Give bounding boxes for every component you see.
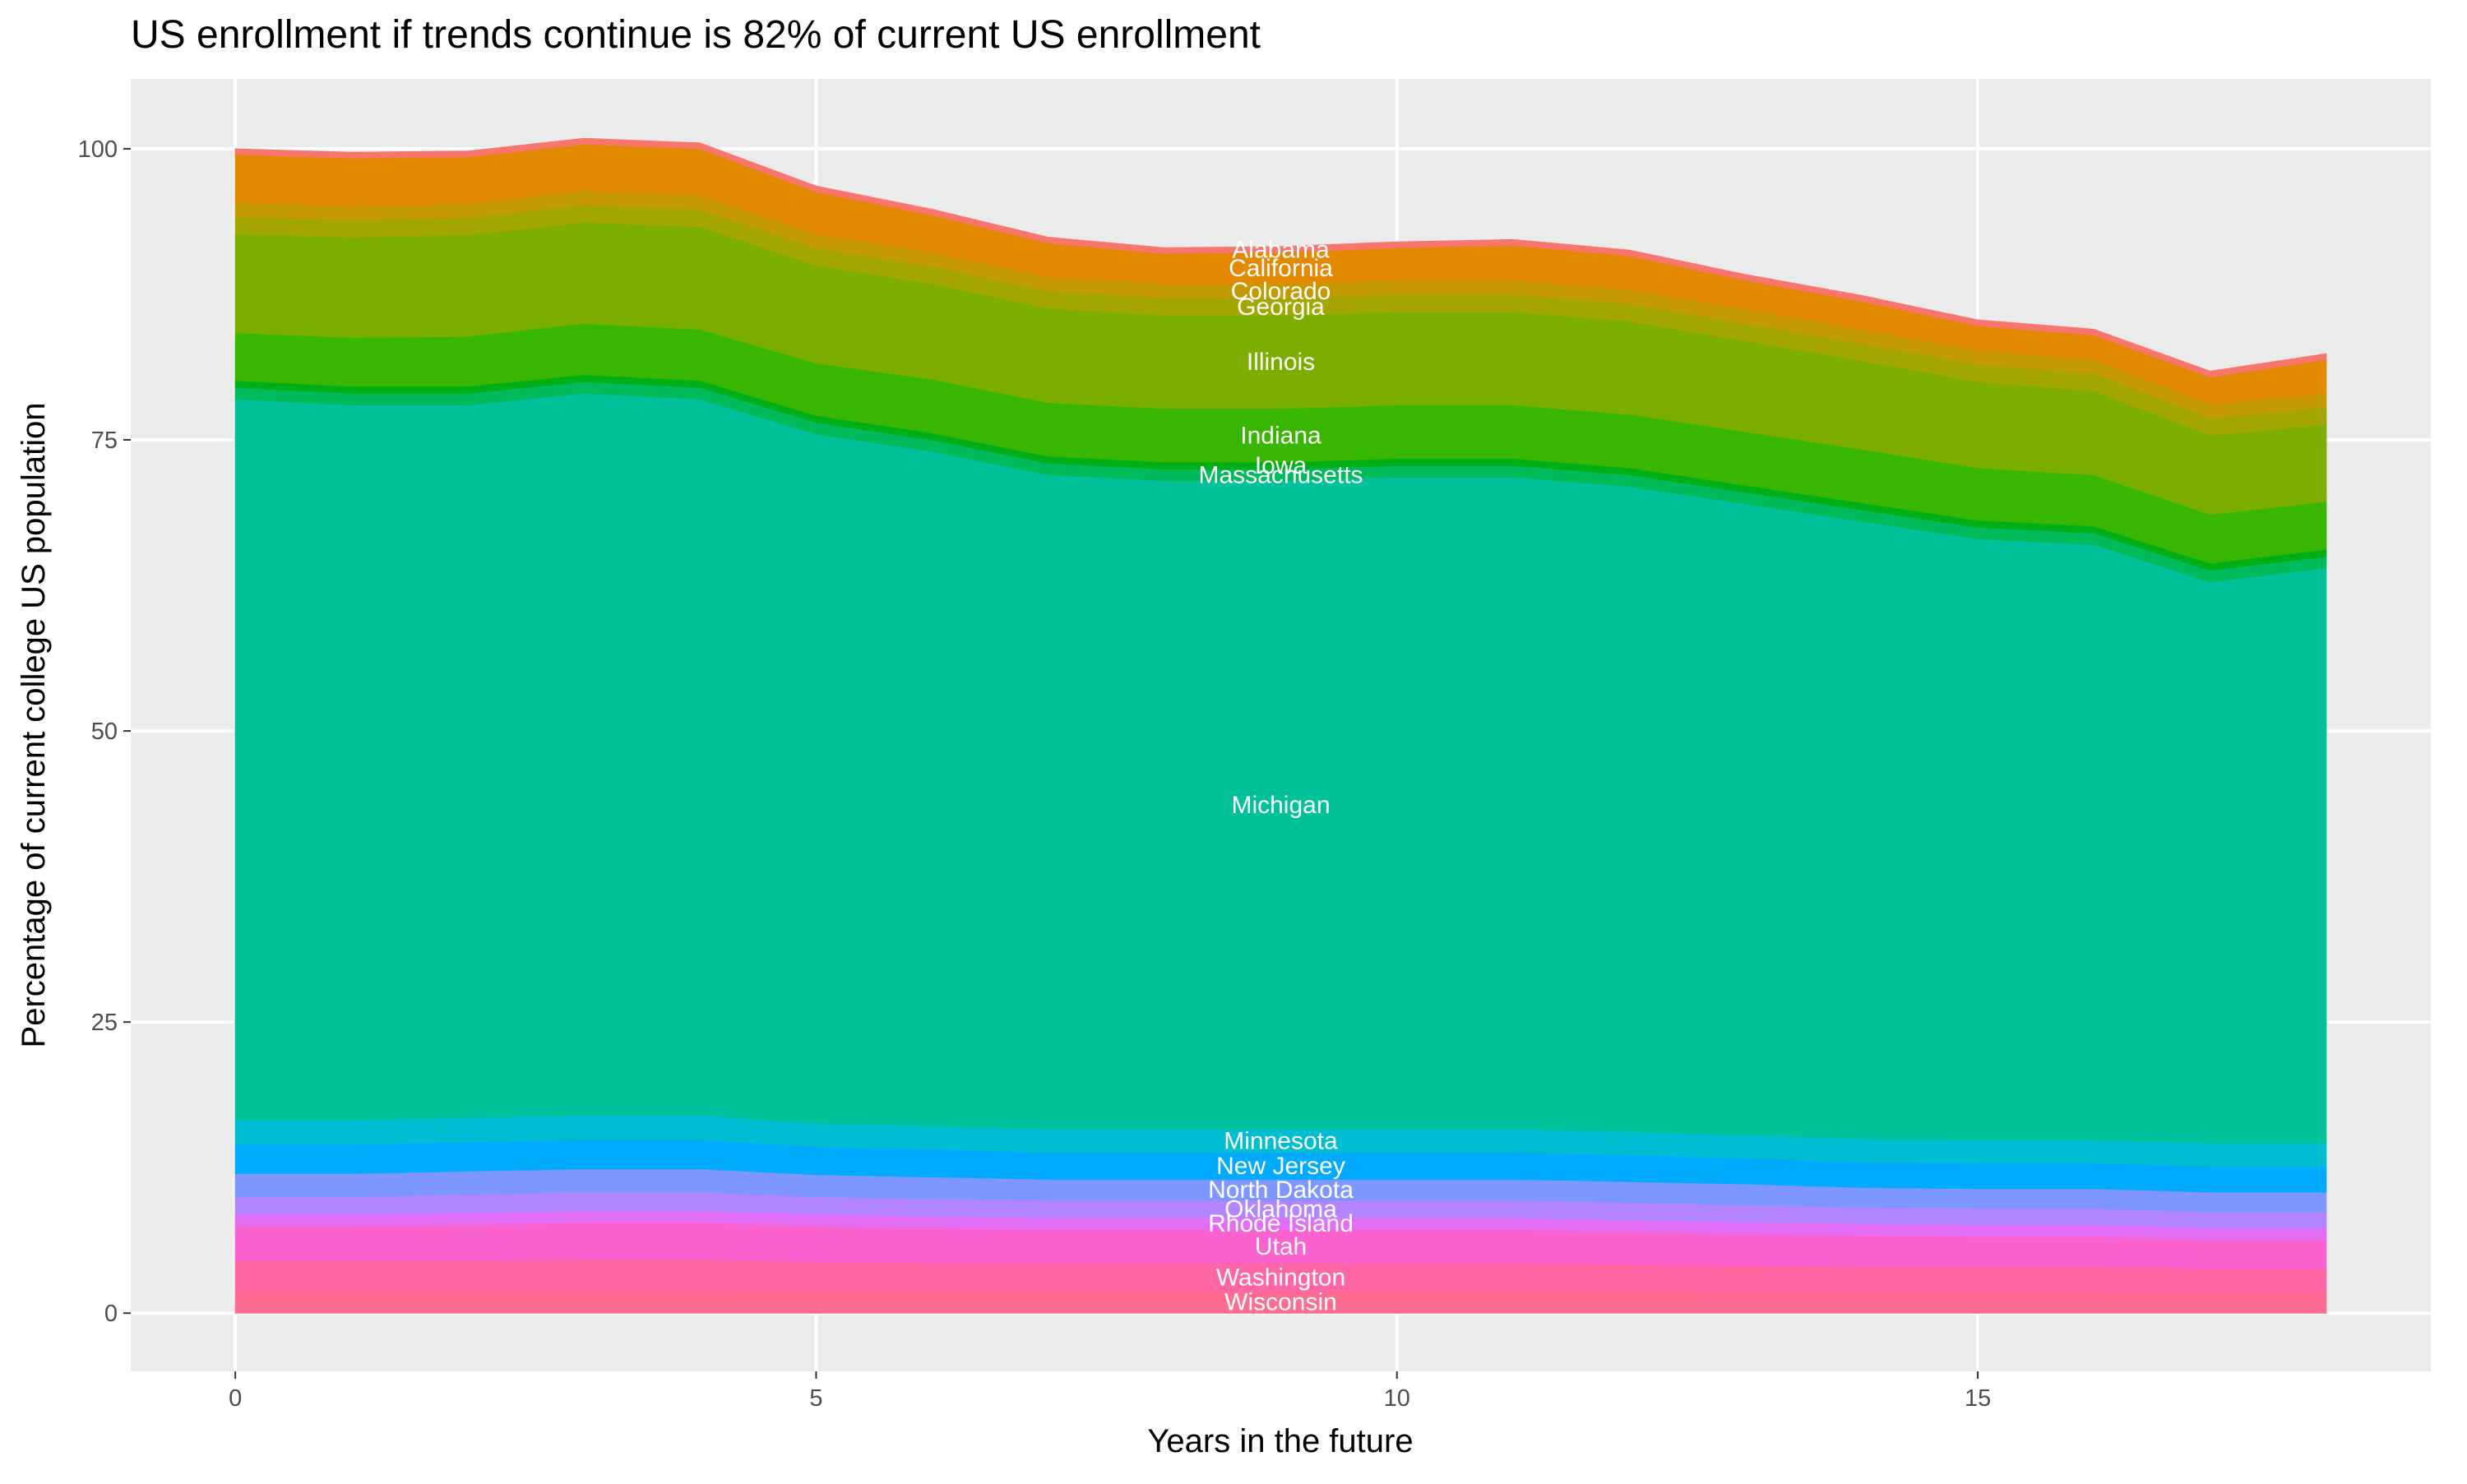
axes: 0 25 50 75 100 0 5 10 15 <box>78 136 1992 1412</box>
area <box>234 137 2327 378</box>
chart-title: US enrollment if trends continue is 82% … <box>131 13 1261 57</box>
y-tick-label: 25 <box>91 1010 118 1036</box>
y-tick-label: 100 <box>78 136 118 163</box>
y-tick-label: 75 <box>91 428 118 454</box>
area-label: California <box>1229 255 1333 282</box>
area-label: Oklahoma <box>1224 1195 1337 1223</box>
area-label: Illinois <box>1247 349 1315 376</box>
area-label: New Jersey <box>1216 1153 1345 1180</box>
area-label: Utah <box>1255 1233 1307 1260</box>
area-label: Georgia <box>1237 294 1325 321</box>
area-label: Wisconsin <box>1224 1289 1337 1316</box>
area-label: North Dakota <box>1208 1177 1354 1204</box>
area-label: Iowa <box>1255 452 1308 479</box>
area-label: Colorado <box>1231 278 1331 305</box>
area-label: Rhode Island <box>1208 1210 1354 1237</box>
areas <box>234 137 2327 1314</box>
area-label: Alabama <box>1232 236 1330 263</box>
y-tick-label: 0 <box>104 1301 118 1327</box>
area-label: Indiana <box>1240 422 1321 449</box>
area-label: Minnesota <box>1224 1128 1338 1155</box>
x-axis-title: Years in the future <box>1147 1423 1413 1459</box>
area-label: Massachusetts <box>1198 462 1363 489</box>
area-label: Michigan <box>1231 792 1330 819</box>
x-tick-label: 15 <box>1965 1385 1991 1412</box>
y-axis-title: Percentage of current college US populat… <box>16 403 52 1048</box>
x-tick-label: 0 <box>229 1385 242 1412</box>
x-tick-label: 5 <box>809 1385 822 1412</box>
y-tick-label: 50 <box>91 719 118 745</box>
area-label: Washington <box>1216 1264 1345 1291</box>
x-tick-label: 10 <box>1384 1385 1410 1412</box>
